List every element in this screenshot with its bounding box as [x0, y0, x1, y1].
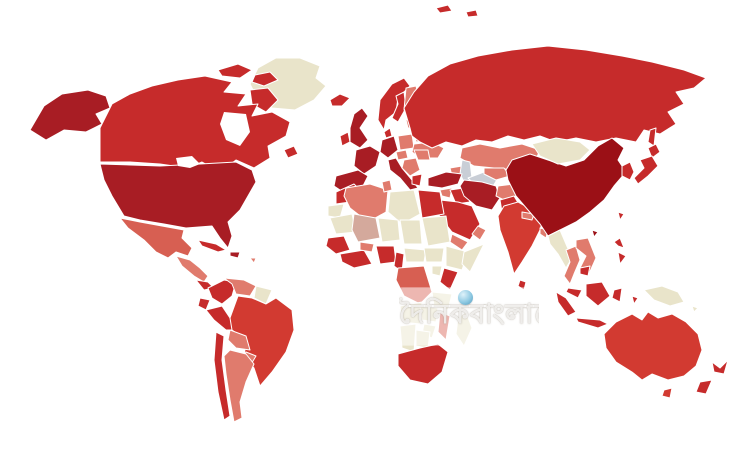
region-japan-honshu: Japan (Honshu)	[633, 155, 659, 185]
region-sudan: Sudan	[421, 215, 451, 247]
region-philippines-s: Philippines (south)	[617, 251, 627, 265]
region-moluccas: Moluccas	[631, 295, 639, 305]
region-somalia: Somalia	[461, 243, 485, 273]
region-tunisia: Tunisia	[381, 179, 393, 193]
region-japan-hokkaido: Japan (Hokkaido)	[647, 143, 661, 159]
region-mali: Mali	[351, 213, 381, 243]
region-sulawesi: Indonesia (Sulawesi)	[611, 287, 623, 303]
region-arctic-island-4: Arctic island	[465, 9, 479, 18]
region-algeria: Algeria	[343, 183, 389, 223]
region-ivorycoast: Côte d'Ivoire / Ghana	[339, 249, 373, 269]
region-turkey: Turkey	[427, 171, 463, 189]
region-chad: Chad	[399, 219, 423, 245]
region-venezuela: Venezuela	[223, 277, 257, 297]
region-tasmania: Tasmania	[661, 387, 673, 399]
region-kenya: Kenya	[439, 267, 459, 291]
region-argentina: Argentina	[223, 349, 255, 423]
region-russia: Russia	[403, 45, 707, 149]
region-arctic-island-1: Arctic island	[217, 63, 253, 79]
region-australia: Australia	[603, 311, 703, 381]
region-cuba: Cuba	[197, 239, 227, 253]
region-uk: United Kingdom	[349, 107, 369, 149]
region-myanmar: Myanmar	[547, 229, 573, 269]
region-java: Indonesia (Java)	[575, 317, 609, 329]
region-uzbekistan: Uzbekistan	[483, 167, 511, 181]
region-france: France	[353, 145, 381, 175]
region-chile: Chile	[213, 331, 231, 421]
region-germany: Germany	[379, 135, 399, 159]
region-iran: Iran	[459, 179, 501, 211]
region-nz-south: New Zealand (South)	[695, 379, 713, 395]
region-newguinea: Papua New Guinea	[643, 285, 685, 307]
region-mongolia: Mongolia	[531, 137, 591, 165]
region-senegal: Senegal / Guinea	[325, 235, 351, 255]
region-taiwan: Taiwan	[617, 211, 625, 221]
region-borneo: Indonesia (Borneo)	[585, 281, 611, 307]
region-hispaniola: Hispaniola	[229, 251, 241, 259]
globe-icon	[458, 290, 473, 305]
region-korea: Korea	[621, 161, 635, 181]
region-mexico: Mexico	[119, 217, 193, 259]
region-malaysia: Malaysia	[565, 287, 583, 299]
region-guatemala: Central America	[175, 255, 209, 283]
region-syria: Syria	[439, 187, 453, 199]
region-poland: Poland	[397, 133, 415, 151]
region-southafrica: South Africa	[397, 343, 449, 385]
region-usa: United States	[99, 161, 257, 249]
region-iceland: Iceland	[329, 93, 351, 107]
region-italy: Italy	[387, 157, 419, 191]
region-hainan: Hainan	[591, 229, 599, 238]
region-svalbard: Svalbard	[435, 4, 453, 14]
region-burkina: Burkina Faso	[359, 241, 375, 253]
region-oman: Oman	[471, 225, 487, 241]
region-solomon: Solomon Islands	[691, 305, 699, 313]
region-ecuador: Ecuador	[197, 297, 211, 311]
region-niger: Niger	[377, 217, 401, 243]
region-colombia: Colombia	[207, 279, 237, 305]
region-china: China	[505, 137, 627, 237]
region-ireland: Ireland	[339, 131, 351, 147]
region-caribbean: Caribbean island	[249, 257, 257, 264]
region-nz-north: New Zealand (North)	[711, 359, 729, 375]
region-arctic-island-2: Arctic island	[251, 71, 279, 87]
watermark: দৈনিকবাংলাদেশ	[396, 288, 542, 345]
region-philippines-n: Philippines (Luzon)	[613, 237, 625, 249]
region-sumatra: Indonesia (Sumatra)	[555, 291, 577, 317]
region-egypt: Egypt	[417, 189, 445, 219]
region-sweden: Sweden	[391, 91, 407, 123]
region-nigeria: Nigeria	[375, 245, 397, 265]
region-uganda: Uganda	[431, 265, 443, 277]
region-denmark: Denmark	[383, 127, 393, 139]
region-bolivia: Bolivia	[227, 329, 251, 351]
region-austria: Austria	[395, 149, 409, 161]
region-cambodia: Cambodia	[579, 265, 591, 277]
region-newfoundland: Newfoundland	[283, 145, 299, 159]
region-balkans: Balkans	[401, 157, 421, 177]
region-romania: Romania	[413, 149, 431, 161]
region-car: Central African Republic	[403, 247, 427, 263]
region-hudson-bay: Hudson Bay (water)	[220, 112, 250, 146]
region-greece: Greece	[411, 173, 423, 187]
region-great-lakes: Great Lakes (water)	[176, 156, 200, 168]
region-southsudan: South Sudan	[423, 247, 445, 263]
region-alaska: Alaska (US)	[29, 89, 111, 141]
region-libya: Libya	[387, 189, 421, 225]
